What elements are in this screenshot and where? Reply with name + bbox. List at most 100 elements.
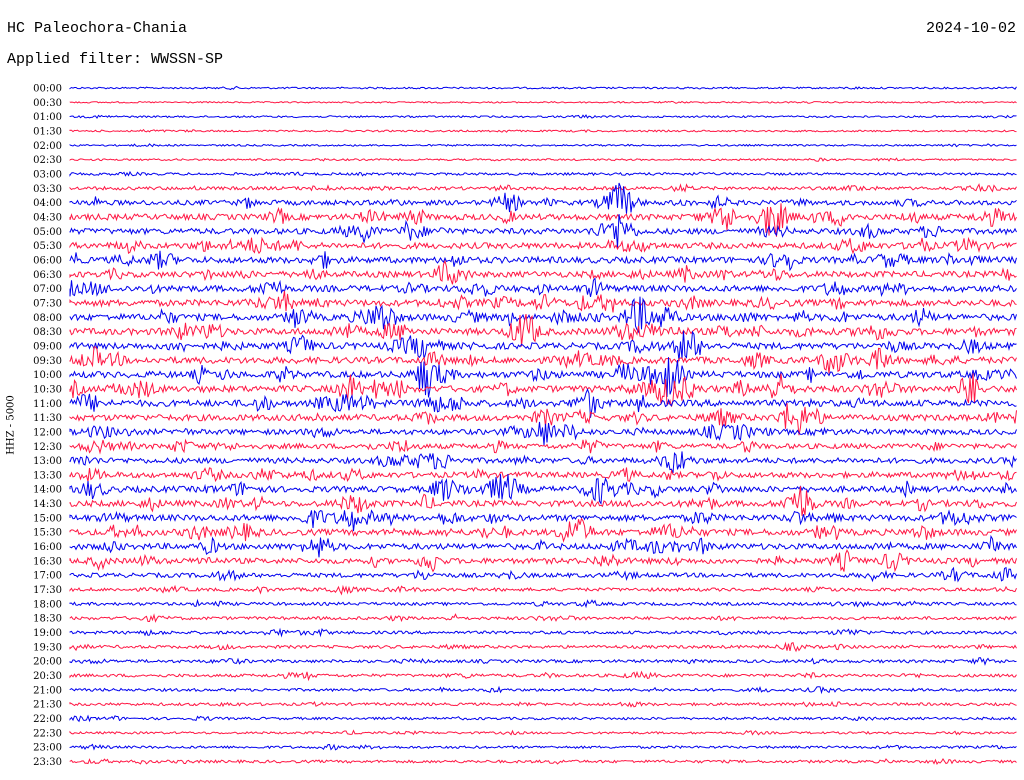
time-label-1500: 15:00 [33, 513, 62, 524]
time-label-0100: 01:00 [33, 112, 62, 123]
time-label-1230: 12:30 [33, 442, 62, 453]
trace-1300 [69, 451, 1017, 474]
trace-0700 [69, 277, 1017, 298]
time-label-1030: 10:30 [33, 384, 62, 395]
trace-0330 [69, 183, 1017, 193]
time-label-0630: 06:30 [33, 270, 62, 281]
time-label-0000: 00:00 [33, 84, 62, 95]
time-label-2300: 23:00 [33, 743, 62, 754]
trace-1530 [69, 517, 1017, 543]
time-label-0200: 02:00 [33, 141, 62, 152]
trace-0530 [69, 236, 1017, 255]
time-label-1400: 14:00 [33, 485, 62, 496]
time-label-1700: 17:00 [33, 571, 62, 582]
time-label-1730: 17:30 [33, 585, 62, 596]
trace-1500 [69, 509, 1017, 532]
trace-0930 [69, 346, 1017, 374]
trace-1930 [69, 641, 1017, 653]
time-label-1330: 13:30 [33, 470, 62, 481]
time-label-2130: 21:30 [33, 700, 62, 711]
time-label-0030: 00:30 [33, 98, 62, 109]
trace-2300 [69, 743, 1017, 751]
date-label: 2024-10-02 [925, 20, 1016, 37]
trace-1000 [69, 357, 1017, 398]
time-label-0300: 03:00 [33, 169, 62, 180]
trace-2230 [69, 729, 1017, 736]
trace-0200 [69, 143, 1017, 148]
time-label-2230: 22:30 [33, 728, 62, 739]
time-label-0330: 03:30 [33, 184, 62, 195]
time-label-1900: 19:00 [33, 628, 62, 639]
time-label-1600: 16:00 [33, 542, 62, 553]
time-label-0830: 08:30 [33, 327, 62, 338]
trace-0230 [69, 157, 1017, 162]
trace-2030 [69, 670, 1017, 682]
time-label-1830: 18:30 [33, 614, 62, 625]
trace-0400 [69, 182, 1017, 214]
trace-0630 [69, 259, 1017, 285]
trace-0000 [69, 85, 1017, 91]
trace-0430 [69, 203, 1017, 237]
trace-1830 [69, 613, 1017, 623]
trace-1730 [69, 584, 1017, 596]
filter-value: WWSSN-SP [151, 51, 224, 68]
time-label-0530: 05:30 [33, 241, 62, 252]
time-label-1130: 11:30 [33, 413, 62, 424]
time-label-0800: 08:00 [33, 313, 62, 324]
trace-1700 [69, 566, 1017, 583]
time-label-1000: 10:00 [33, 370, 62, 381]
trace-1430 [69, 486, 1017, 516]
trace-1900 [69, 627, 1017, 638]
trace-1330 [69, 467, 1017, 483]
time-label-1530: 15:30 [33, 528, 62, 539]
time-label-2100: 21:00 [33, 685, 62, 696]
time-label-1800: 18:00 [33, 599, 62, 610]
time-label-2030: 20:30 [33, 671, 62, 682]
time-label-0730: 07:30 [33, 298, 62, 309]
trace-0100 [69, 114, 1017, 120]
time-label-1630: 16:30 [33, 556, 62, 567]
trace-2330 [69, 758, 1017, 766]
time-label-2330: 23:30 [33, 757, 62, 768]
time-label-1430: 14:30 [33, 499, 62, 510]
trace-2000 [69, 657, 1017, 666]
filter-info: Applied filter: WWSSN-SP [7, 51, 223, 68]
time-label-2000: 20:00 [33, 657, 62, 668]
trace-0830 [69, 313, 1017, 347]
time-label-1100: 11:00 [33, 399, 62, 410]
time-label-0700: 07:00 [33, 284, 62, 295]
trace-0300 [69, 170, 1017, 177]
trace-0730 [69, 290, 1017, 313]
trace-2100 [69, 685, 1017, 695]
trace-1400 [69, 473, 1017, 506]
trace-0500 [69, 214, 1017, 248]
time-label-1930: 19:30 [33, 642, 62, 653]
trace-1800 [69, 598, 1017, 609]
trace-0900 [69, 330, 1017, 362]
trace-0030 [69, 100, 1017, 104]
time-label-0900: 09:00 [33, 341, 62, 352]
trace-1130 [69, 403, 1017, 436]
time-label-1200: 12:00 [33, 427, 62, 438]
time-label-1300: 13:00 [33, 456, 62, 467]
station-name: HC Paleochora-Chania [7, 20, 188, 37]
trace-1600 [69, 534, 1017, 558]
time-label-0600: 06:00 [33, 255, 62, 266]
time-label-0500: 05:00 [33, 227, 62, 238]
time-label-0130: 01:30 [33, 126, 62, 137]
trace-2130 [69, 700, 1017, 708]
time-label-0430: 04:30 [33, 212, 62, 223]
trace-1630 [69, 549, 1017, 573]
trace-2200 [69, 714, 1017, 723]
trace-1100 [69, 388, 1017, 418]
time-label-0230: 02:30 [33, 155, 62, 166]
trace-0600 [69, 250, 1017, 272]
trace-0130 [69, 128, 1017, 133]
time-label-2200: 22:00 [33, 714, 62, 725]
trace-1230 [69, 438, 1017, 455]
time-label-0400: 04:00 [33, 198, 62, 209]
trace-1200 [69, 421, 1017, 446]
trace-1030 [69, 373, 1017, 407]
filter-label: Applied filter: [7, 51, 143, 68]
